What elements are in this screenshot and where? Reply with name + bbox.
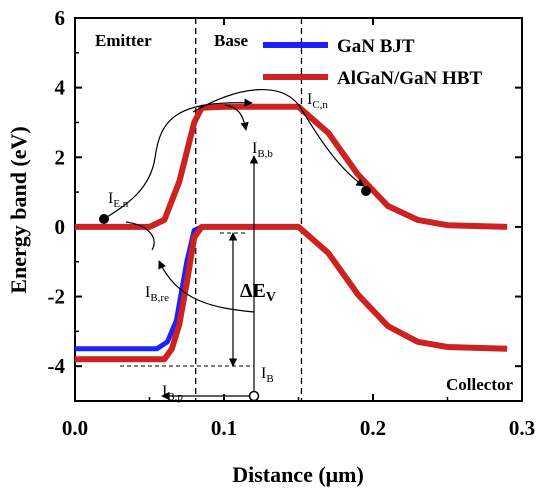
band-curves [75,103,508,363]
y-tick-label: 0 [55,215,66,239]
axis-tick-labels: 0.0 0.1 0.2 0.3 -4 -2 0 2 4 6 [48,6,536,440]
x-tick-label: 0.2 [360,416,386,440]
x-tick-label: 0.0 [62,416,88,440]
current-arrows [103,89,365,401]
x-axis-title: Distance (μm) [232,462,364,487]
y-tick-label: -4 [48,354,66,378]
legend-label-gan-bjt: GaN BJT [337,36,415,57]
label-i-bp: IB,p [162,383,183,403]
algan-gan-hbt-valence-band [75,223,508,363]
x-tick-label: 0.3 [509,416,535,440]
label-i-bre: IB,re [145,284,169,304]
arrow-base-bulk-recombination [224,104,249,131]
region-label-emitter: Emitter [95,31,152,50]
legend: GaN BJT AlGaN/GaN HBT [263,36,482,89]
x-tick-label: 0.1 [211,416,237,440]
region-label-collector: Collector [446,375,513,394]
y-axis-title: Energy band (eV) [6,126,31,293]
electron-collector-marker [361,186,371,196]
y-tick-label: -2 [48,285,66,309]
arrow-re-hole [158,260,255,313]
arrow-collector-transport [192,89,365,187]
guide-lines [120,232,254,367]
hole-marker [248,390,260,402]
axis-ticks [74,17,523,401]
label-i-cn: IC,n [307,91,328,111]
arrow-emitter-recombination [125,221,155,251]
label-i-b: IB [261,365,274,385]
algan-gan-hbt-conduction-band [75,103,508,230]
y-tick-label: 2 [55,145,66,169]
gan-bjt-conduction-band [75,104,508,230]
region-label-base: Base [214,31,248,50]
y-tick-label: 6 [55,6,66,30]
label-i-bb: IB,b [252,140,273,160]
label-delta-ev: ΔEV [240,280,276,305]
y-tick-label: 4 [55,76,66,100]
legend-label-algan-gan-hbt: AlGaN/GaN HBT [337,68,482,89]
arrow-electron-injection [103,98,253,220]
label-i-en: IE,n [108,190,129,210]
gan-bjt-valence-band [75,224,508,352]
